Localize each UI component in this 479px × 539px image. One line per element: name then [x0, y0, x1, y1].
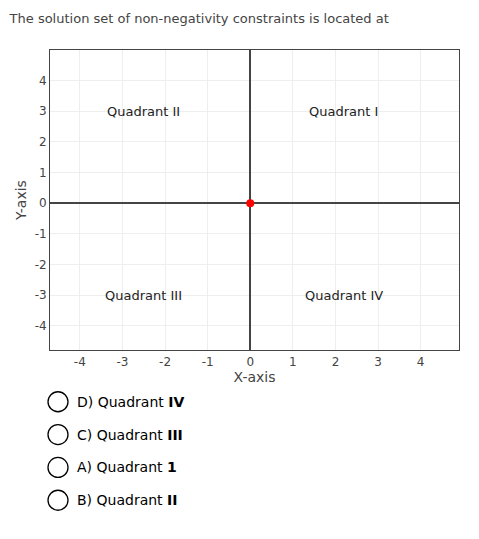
svg-text:C) Quadrant III: C) Quadrant III: [77, 427, 183, 443]
svg-text:Y-axis: Y-axis: [13, 180, 29, 221]
svg-text:Quadrant I: Quadrant I: [309, 104, 378, 119]
svg-text:Quadrant II: Quadrant II: [107, 104, 180, 119]
svg-text:3: 3: [374, 355, 382, 369]
svg-text:The solution set of non-negati: The solution set of non-negativity const…: [9, 11, 389, 26]
svg-text:B) Quadrant II: B) Quadrant II: [77, 492, 177, 508]
svg-text:X-axis: X-axis: [234, 369, 276, 385]
svg-text:Quadrant IV: Quadrant IV: [305, 288, 383, 303]
svg-text:1: 1: [39, 166, 47, 180]
svg-text:0: 0: [246, 355, 254, 369]
svg-text:-1: -1: [35, 227, 47, 241]
svg-text:1: 1: [289, 355, 297, 369]
svg-text:3: 3: [39, 104, 47, 118]
svg-text:2: 2: [39, 135, 47, 149]
svg-text:0: 0: [39, 196, 47, 210]
svg-text:D) Quadrant IV: D) Quadrant IV: [77, 394, 184, 410]
svg-text:A) Quadrant 1: A) Quadrant 1: [77, 459, 177, 475]
svg-text:Quadrant III: Quadrant III: [105, 288, 182, 303]
svg-text:-2: -2: [35, 258, 47, 272]
svg-text:-1: -1: [202, 355, 214, 369]
svg-text:-3: -3: [116, 355, 128, 369]
svg-text:2: 2: [332, 355, 340, 369]
svg-text:-3: -3: [35, 288, 47, 302]
svg-text:-4: -4: [74, 355, 86, 369]
svg-text:-2: -2: [159, 355, 171, 369]
svg-text:4: 4: [39, 74, 47, 88]
svg-text:-4: -4: [35, 319, 47, 333]
svg-text:4: 4: [417, 355, 425, 369]
